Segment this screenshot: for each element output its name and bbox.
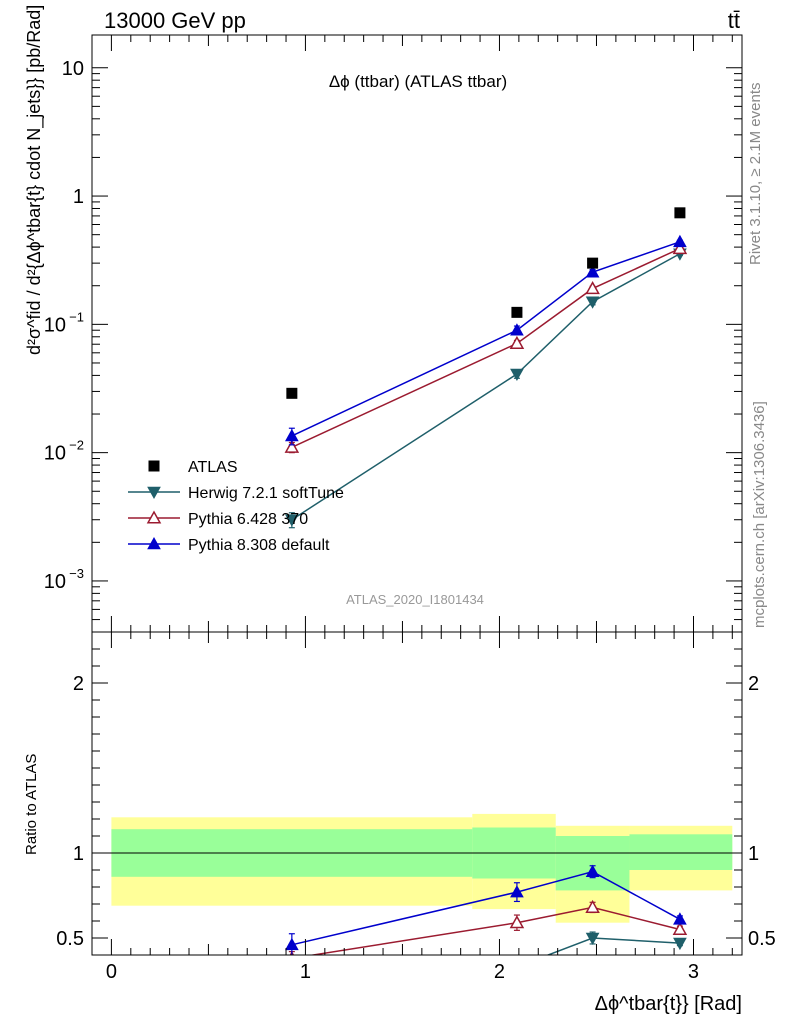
ratio-bands	[111, 813, 733, 923]
y-tick-label-exponent: −2	[69, 438, 84, 453]
legend-marker	[148, 460, 160, 472]
reference-point	[286, 387, 298, 399]
series-point	[285, 514, 299, 527]
y-tick-label: 10	[62, 58, 84, 80]
series-point	[510, 368, 524, 382]
rivet-version-label: Rivet 3.1.10, ≥ 2.1M events	[747, 83, 764, 266]
legend-label: Pythia 8.308 default	[188, 537, 330, 554]
series-point	[585, 296, 600, 309]
analysis-tag: ATLAS_2020_I1801434	[346, 592, 484, 607]
y-tick-label-exponent: −3	[69, 566, 84, 581]
ratio-y-tick-label: 0.5	[56, 928, 84, 950]
series-point	[673, 234, 687, 248]
ratio-data	[285, 864, 688, 1012]
series-line	[291, 241, 681, 437]
y-tick-label: 10	[44, 314, 66, 336]
ratio-line	[545, 937, 680, 955]
ratio-point	[511, 962, 523, 973]
y-tick-label: 10	[44, 571, 66, 593]
ratio-band-inner	[555, 836, 630, 891]
series-point	[585, 281, 600, 295]
ratio-y-tick-label: 2	[73, 673, 84, 695]
x-tick-label: 3	[688, 961, 699, 983]
source-label: mcplots.cern.ch [arXiv:1306.3436]	[751, 401, 768, 628]
x-tick-label: 2	[494, 961, 505, 983]
ratio-point	[510, 885, 524, 898]
ratio-point	[672, 921, 688, 936]
legend-marker	[147, 536, 161, 550]
ratio-y-tick-label-right: 0.5	[748, 928, 776, 950]
series-3	[285, 234, 687, 446]
energy-label: 13000 GeV pp	[104, 8, 246, 33]
ratio-band-inner	[629, 834, 733, 870]
ratio-point	[509, 915, 525, 929]
series-2	[284, 240, 688, 454]
series-line	[291, 253, 681, 521]
legend-label: Pythia 6.428 370	[188, 511, 308, 528]
process-label: tt̄	[728, 8, 740, 33]
ratio-y-tick-label-right: 1	[748, 843, 759, 865]
ratio-frame	[91, 631, 743, 956]
series-point	[285, 428, 299, 442]
reference-series	[286, 207, 686, 399]
main-ylabel-text: d²σ^fid / d²{Δϕ^tbar{t} cdot N_jets}} [p…	[24, 5, 45, 355]
x-tick-label: 1	[300, 961, 311, 983]
legend-item: Herwig 7.2.1 softTune	[128, 485, 344, 502]
legend-item: Pythia 6.428 370	[128, 510, 308, 528]
ratio-line	[308, 906, 681, 955]
ratio-line	[291, 870, 681, 946]
series-1	[285, 248, 687, 529]
legend-label: Herwig 7.2.1 softTune	[188, 485, 344, 502]
main-data	[284, 207, 688, 529]
ratio-point	[285, 937, 299, 951]
ratio-point	[673, 937, 687, 951]
ratio-series-2	[288, 899, 688, 955]
legend: ATLAS Herwig 7.2.1 softTune Pythia 6.428 3…	[128, 459, 344, 554]
reference-point	[511, 306, 523, 318]
ratio-panel: 0.5 0.5 1 1 2 2 0 1 2 3	[56, 631, 776, 1012]
legend-marker	[147, 486, 161, 500]
y-tick-label: 1	[73, 186, 84, 208]
series-point	[672, 240, 688, 255]
legend-marker	[146, 510, 162, 524]
series-point	[510, 323, 524, 336]
ratio-ylabel: Ratio to ATLAS	[23, 754, 40, 855]
ratio-point	[585, 899, 600, 913]
reference-point	[587, 257, 599, 269]
ratio-y-tick-label-right: 2	[748, 673, 759, 695]
y-tick-label-exponent: −1	[69, 309, 84, 324]
x-tick-label: 0	[106, 961, 117, 983]
legend-item: ATLAS	[148, 459, 238, 476]
ratio-point	[585, 932, 600, 946]
legend-item: Pythia 8.308 default	[128, 536, 330, 554]
ratio-ticks: 0.5 0.5 1 1 2 2 0 1 2 3	[56, 631, 776, 983]
y-tick-label: 10	[44, 443, 66, 465]
ratio-point	[673, 912, 687, 925]
series-point	[509, 335, 525, 349]
ratio-point	[585, 864, 600, 877]
x-axis-label: Δϕ^tbar{t}} [Rad]	[595, 993, 742, 1015]
ratio-point	[286, 1001, 298, 1012]
ratio-series-3	[285, 864, 687, 955]
legend-label: ATLAS	[188, 459, 238, 476]
series-point	[284, 439, 300, 453]
series-line	[291, 247, 681, 449]
main-ylabel: d²σ^fid / d²{Δϕ^tbar{t} cdot N_jets}} [p…	[24, 5, 45, 355]
ratio-series-1	[286, 931, 687, 1012]
reference-point	[674, 207, 686, 219]
chart-title: Δϕ (ttbar) (ATLAS ttbar)	[329, 72, 507, 91]
series-point	[585, 265, 600, 278]
ratio-y-tick-label: 1	[73, 843, 84, 865]
main-panel: Δϕ (ttbar) (ATLAS ttbar) ATLAS_2020_I180…	[44, 34, 743, 633]
